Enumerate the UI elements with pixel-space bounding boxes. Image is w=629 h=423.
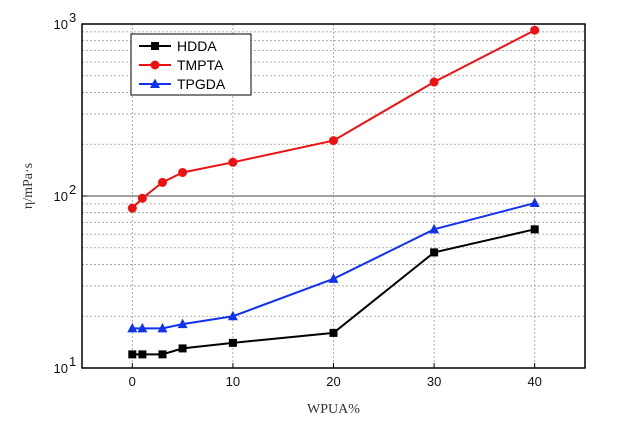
series-tmpta xyxy=(127,25,540,213)
data-point-circle xyxy=(530,25,540,35)
x-tick-label: 10 xyxy=(226,374,240,389)
data-point-circle xyxy=(329,136,338,146)
data-point-square xyxy=(228,338,237,347)
data-point-triangle xyxy=(157,322,168,333)
series-layer xyxy=(127,25,540,359)
data-point-circle xyxy=(228,157,238,167)
data-point-triangle xyxy=(328,273,339,283)
data-point-triangle xyxy=(127,322,138,333)
x-tick-label: 20 xyxy=(326,374,340,389)
data-point-square xyxy=(329,328,338,337)
series-tpgda xyxy=(127,197,540,333)
data-point-square xyxy=(530,225,539,234)
data-point-triangle xyxy=(529,197,540,208)
data-point-square xyxy=(158,350,167,359)
y-tick-label: 10 xyxy=(54,189,68,204)
legend-label: TPGDA xyxy=(177,76,226,92)
y-tick-exponent: 3 xyxy=(69,10,76,25)
data-point-circle xyxy=(178,167,188,177)
data-point-square xyxy=(151,42,159,50)
data-point-triangle xyxy=(227,310,238,321)
x-tick-label: 30 xyxy=(427,374,441,389)
series-line-tpgda xyxy=(132,202,535,330)
data-point-square xyxy=(128,350,137,359)
data-point-circle xyxy=(157,177,167,187)
data-point-square xyxy=(430,248,439,257)
data-point-triangle xyxy=(429,223,440,234)
data-point-triangle xyxy=(177,318,188,329)
data-point-square xyxy=(178,344,187,353)
y-tick-label: 10 xyxy=(54,17,68,32)
y-tick-label: 10 xyxy=(54,361,68,376)
legend: HDDA TMPTA TPGDA xyxy=(130,33,252,96)
data-point-circle xyxy=(137,193,147,203)
data-point-triangle xyxy=(137,322,148,333)
x-tick-label: 40 xyxy=(527,374,541,389)
legend-label: HDDA xyxy=(177,38,217,54)
legend-label: TMPTA xyxy=(177,57,224,73)
data-point-circle xyxy=(429,77,439,87)
x-tick-label: 0 xyxy=(129,374,136,389)
x-axis-label: WPUA% xyxy=(307,402,360,417)
data-point-circle xyxy=(127,203,137,213)
data-point-triangle xyxy=(150,78,160,88)
y-axis-label: η/mPa·s xyxy=(21,163,36,209)
series-hdda xyxy=(128,225,539,359)
data-point-square xyxy=(138,350,147,359)
data-point-circle xyxy=(150,60,160,70)
y-tick-exponent: 2 xyxy=(69,182,76,197)
y-tick-exponent: 1 xyxy=(69,354,76,369)
